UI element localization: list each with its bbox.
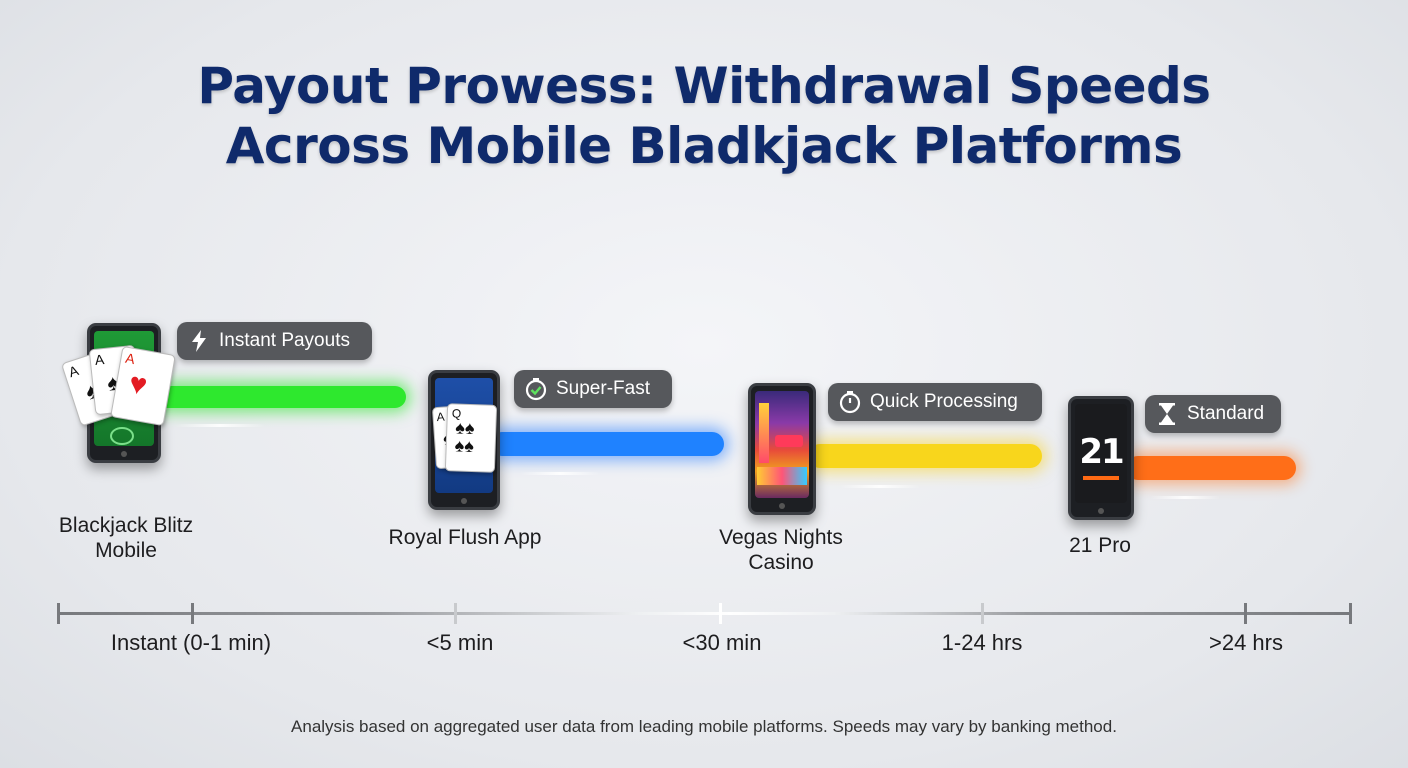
speed-bar-blue	[490, 432, 724, 456]
speed-bar-orange	[1126, 456, 1296, 480]
badge-label: Quick Processing	[870, 391, 1018, 412]
axis-label: >24 hrs	[1209, 630, 1283, 655]
badge-label: Super-Fast	[556, 378, 650, 399]
axis-tick	[981, 603, 984, 624]
speed-streak	[520, 472, 600, 475]
axis-label: 1-24 hrs	[941, 630, 1023, 655]
phone-icon: 21	[1068, 396, 1134, 520]
footnote: Analysis based on aggregated user data f…	[291, 717, 1117, 736]
axis-tick	[191, 603, 194, 624]
platform-name: Royal Flush App	[388, 526, 542, 549]
axis-line	[58, 612, 1350, 615]
stopwatch-icon	[838, 390, 862, 414]
axis-label: Instant (0-1 min)	[110, 630, 272, 655]
axis-label: <30 min	[682, 630, 762, 655]
axis-tick	[454, 603, 457, 624]
axis-tick	[1349, 603, 1352, 624]
speed-bar-yellow	[808, 444, 1042, 468]
title-line-1: Payout Prowess: Withdrawal Speeds	[197, 57, 1211, 115]
phone-icon	[748, 383, 816, 515]
speed-streak	[840, 485, 920, 488]
platform-name: Vegas Nights Casino	[719, 526, 843, 574]
hourglass-icon	[1155, 402, 1179, 426]
axis-tick	[57, 603, 60, 624]
badge-standard: Standard	[1145, 395, 1281, 433]
badge-super-fast: Super-Fast	[514, 370, 672, 408]
phone-screen-text: 21	[1079, 432, 1124, 472]
speed-streak	[1150, 496, 1220, 499]
badge-label: Instant Payouts	[219, 330, 350, 351]
badge-instant-payouts: Instant Payouts	[177, 322, 372, 360]
stopwatch-check-icon	[524, 377, 548, 401]
platform-name: Blackjack Blitz Mobile	[58, 514, 194, 562]
axis-label: <5 min	[426, 630, 494, 655]
axis-tick	[1244, 603, 1247, 624]
speed-bar-green	[150, 386, 406, 408]
axis-tick	[719, 603, 722, 624]
speed-streak	[175, 424, 265, 427]
platform-name: 21 Pro	[1069, 534, 1131, 557]
badge-label: Standard	[1187, 403, 1265, 424]
title-line-2: Across Mobile Bladkjack Platforms	[225, 117, 1183, 175]
badge-quick-processing: Quick Processing	[828, 383, 1042, 421]
lightning-icon	[187, 329, 211, 353]
